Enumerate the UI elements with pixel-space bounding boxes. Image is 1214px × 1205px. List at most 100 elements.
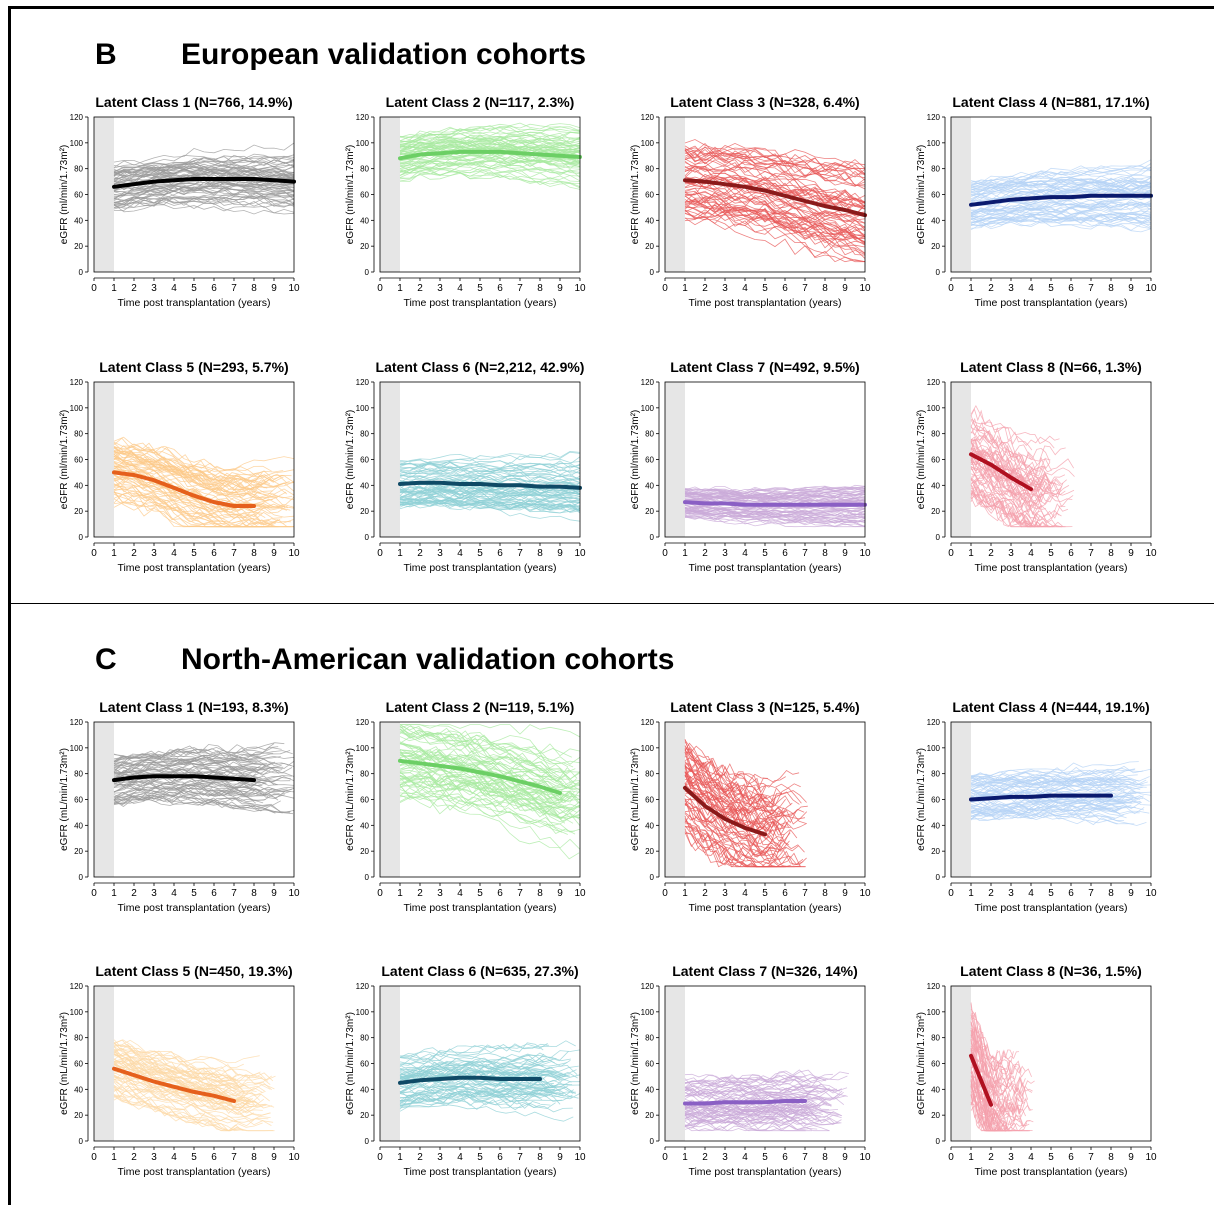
- trajectory-line: [399, 775, 576, 835]
- trajectory-line: [113, 153, 294, 177]
- trajectory-line: [684, 1125, 806, 1132]
- y-tick-label: 120: [356, 113, 370, 122]
- mean-trajectory-line: [969, 452, 1033, 492]
- latent-class-plot: Latent Class 7 (N=492, 9.5%)020406080100…: [630, 359, 871, 574]
- trajectory-line: [684, 149, 865, 186]
- trajectory-line: [113, 787, 294, 804]
- plot-title: Latent Class 4 (N=444, 19.1%): [952, 699, 1149, 715]
- excluded-first-year-shading: [665, 382, 685, 537]
- trajectory-line: [113, 761, 284, 776]
- trajectory-line: [684, 1085, 848, 1097]
- x-tick-label: 10: [574, 888, 586, 899]
- plot-frame: [379, 985, 581, 1142]
- x-tick-label: 9: [842, 888, 848, 899]
- trajectory-line: [399, 1092, 556, 1109]
- x-tick-label: 4: [457, 548, 463, 559]
- y-axis-label: eGFR (ml/min/1.73m²): [59, 410, 70, 509]
- trajectory-line: [684, 764, 790, 829]
- x-tick-label: 9: [271, 1152, 277, 1163]
- x-tick-label: 1: [682, 283, 688, 294]
- mean-trajectory-line: [112, 470, 256, 508]
- x-tick-label: 7: [517, 1152, 523, 1163]
- trajectory-line: [970, 433, 1053, 477]
- y-tick-label: 40: [360, 821, 369, 830]
- mean-trajectory-line: [398, 480, 582, 490]
- y-axis-label: eGFR (mL/min/1.73m²): [59, 748, 70, 851]
- x-tick-label: 5: [477, 1152, 483, 1163]
- y-tick-label: 100: [927, 139, 941, 148]
- trajectory-line: [113, 204, 294, 214]
- y-tick-label: 20: [74, 242, 83, 251]
- x-tick-label: 3: [151, 888, 157, 899]
- x-tick-label: 5: [1048, 888, 1054, 899]
- trajectory-line: [399, 461, 580, 472]
- trajectory-line: [113, 754, 260, 768]
- plot-title: Latent Class 1 (N=193, 8.3%): [99, 699, 288, 715]
- x-tick-label: 7: [802, 1152, 808, 1163]
- x-tick-label: 5: [477, 283, 483, 294]
- x-tick-label: 2: [702, 548, 708, 559]
- trajectory-line: [113, 450, 278, 499]
- trajectory-line: [684, 1075, 818, 1090]
- x-tick-label: 8: [1108, 1152, 1114, 1163]
- trajectory-line: [684, 1090, 819, 1108]
- x-tick-label: 0: [377, 1152, 383, 1163]
- x-tick-label: 4: [171, 548, 177, 559]
- trajectory-line: [684, 173, 865, 210]
- trajectory-line: [970, 497, 1051, 528]
- trajectory-line: [970, 807, 1125, 821]
- trajectory-line: [399, 766, 566, 817]
- x-tick-label: 9: [557, 888, 563, 899]
- trajectory-line: [399, 785, 580, 850]
- x-tick-label: 5: [191, 283, 197, 294]
- trajectory-line: [113, 450, 267, 499]
- trajectory-line: [970, 216, 1151, 231]
- y-tick-label: 60: [645, 796, 654, 805]
- x-tick-label: 4: [1028, 548, 1034, 559]
- x-tick-label: 7: [1088, 888, 1094, 899]
- excluded-first-year-shading: [380, 986, 400, 1141]
- x-tick-label: 3: [722, 888, 728, 899]
- mean-trajectory-line: [969, 793, 1113, 802]
- x-tick-label: 2: [417, 283, 423, 294]
- x-tick-label: 7: [1088, 548, 1094, 559]
- trajectory-line: [684, 199, 865, 238]
- trajectory-line: [684, 511, 865, 524]
- latent-class-plot: Latent Class 8 (N=66, 1.3%)0204060801001…: [916, 359, 1157, 574]
- trajectory-line: [113, 167, 294, 182]
- trajectory-line: [684, 180, 865, 228]
- x-axis-label: Time post transplantation (years): [688, 902, 841, 914]
- x-tick-label: 7: [517, 548, 523, 559]
- trajectory-line: [970, 767, 1151, 778]
- trajectory-line: [113, 481, 294, 520]
- trajectory-line: [970, 768, 1135, 780]
- x-tick-label: 0: [948, 1152, 954, 1163]
- trajectory-line: [399, 152, 580, 165]
- trajectory-line: [399, 130, 580, 142]
- x-tick-label: 2: [988, 1152, 994, 1163]
- plot-frame: [379, 721, 581, 878]
- y-tick-label: 40: [931, 821, 940, 830]
- latent-class-plot: Latent Class 2 (N=117, 2.3%)020406080100…: [345, 94, 586, 309]
- x-tick-label: 5: [1048, 1152, 1054, 1163]
- x-tick-label: 4: [171, 888, 177, 899]
- trajectory-line: [684, 813, 790, 859]
- y-tick-label: 0: [650, 533, 655, 542]
- latent-class-plot: Latent Class 6 (N=635, 27.3%)02040608010…: [345, 963, 586, 1178]
- y-tick-label: 60: [645, 1060, 654, 1069]
- x-tick-label: 5: [477, 888, 483, 899]
- x-tick-label: 6: [1068, 888, 1074, 899]
- trajectory-line: [970, 782, 1126, 792]
- x-tick-label: 3: [437, 888, 443, 899]
- latent-class-plot: Latent Class 1 (N=193, 8.3%)020406080100…: [59, 699, 300, 914]
- x-tick-label: 0: [377, 283, 383, 294]
- trajectory-line: [970, 775, 1112, 785]
- trajectory-line: [684, 502, 865, 512]
- trajectory-line: [399, 1060, 544, 1077]
- trajectory-line: [684, 1091, 812, 1101]
- plot-title: Latent Class 3 (N=125, 5.4%): [670, 699, 859, 715]
- trajectory-line: [113, 759, 257, 772]
- trajectory-line: [113, 779, 267, 793]
- trajectory-line: [684, 749, 805, 817]
- trajectory-line: [113, 472, 294, 526]
